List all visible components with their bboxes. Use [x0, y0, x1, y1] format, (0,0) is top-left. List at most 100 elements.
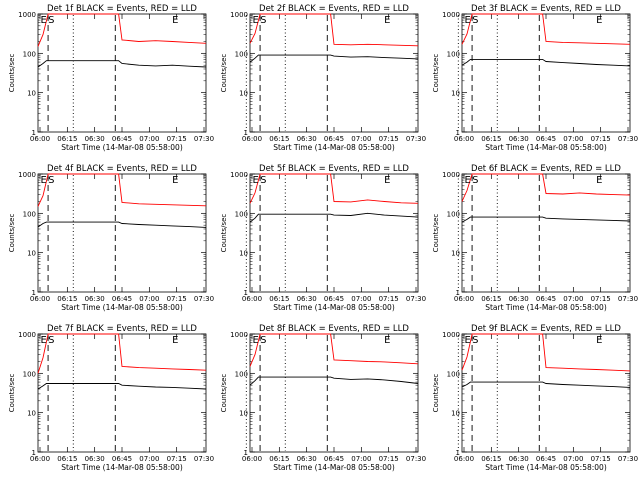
- series-line: [37, 333, 207, 374]
- marker-label: E: [465, 15, 471, 26]
- y-tick-label: 100: [447, 370, 460, 378]
- series-line: [37, 13, 207, 47]
- marker-label: E: [384, 15, 390, 26]
- marker-label: E: [596, 175, 602, 186]
- series-line: [461, 216, 631, 223]
- detector-panel: Det 4f BLACK = Events, RED = LLD11010010…: [8, 164, 247, 312]
- y-tick-label: 1000: [230, 171, 248, 179]
- y-tick-label: 10: [27, 250, 36, 258]
- x-tick-label: 07:15: [379, 295, 399, 303]
- y-axis-label: Counts/sec: [432, 374, 440, 413]
- y-tick-label: 1: [456, 449, 460, 457]
- y-axis-label: Counts/sec: [220, 374, 228, 413]
- x-tick-label: 06:00: [242, 455, 262, 463]
- y-tick-label: 1000: [18, 331, 36, 339]
- y-axis-label: Counts/sec: [220, 54, 228, 93]
- x-tick-label: 07:00: [351, 455, 371, 463]
- x-tick-label: 07:30: [618, 295, 638, 303]
- x-tick-label: 06:00: [30, 455, 50, 463]
- panel-title: Det 5f BLACK = Events, RED = LLD: [259, 164, 409, 174]
- x-tick-label: 07:00: [139, 295, 159, 303]
- marker-label: E: [596, 335, 602, 346]
- detector-panel: Det 8f BLACK = Events, RED = LLD11010010…: [220, 324, 459, 472]
- x-tick-label: 07:15: [591, 455, 611, 463]
- x-tick-label: 07:30: [406, 295, 426, 303]
- y-tick-label: 100: [447, 50, 460, 58]
- y-tick-label: 1000: [18, 11, 36, 19]
- x-tick-label: 07:15: [379, 455, 399, 463]
- x-tick-label: 07:30: [194, 135, 214, 143]
- series-line: [461, 381, 631, 388]
- marker-label: E: [465, 175, 471, 186]
- x-tick-label: 07:30: [194, 295, 214, 303]
- y-tick-label: 10: [451, 250, 460, 258]
- y-tick-label: 10: [27, 410, 36, 418]
- x-axis-label: Start Time (14-Mar-08 05:58:00): [61, 303, 183, 312]
- y-tick-label: 1: [244, 289, 248, 297]
- x-tick-label: 06:45: [112, 295, 132, 303]
- series-line: [37, 221, 207, 228]
- x-tick-label: 07:30: [618, 455, 638, 463]
- series-line: [249, 54, 419, 63]
- marker-label: E: [596, 15, 602, 26]
- marker-label: S: [260, 15, 266, 26]
- x-tick-label: 06:30: [509, 455, 529, 463]
- panel-title: Det 1f BLACK = Events, RED = LLD: [47, 4, 197, 14]
- x-axis-label: Start Time (14-Mar-08 05:58:00): [485, 463, 607, 472]
- x-tick-label: 06:30: [85, 135, 105, 143]
- y-tick-label: 10: [239, 250, 248, 258]
- y-tick-label: 1: [244, 449, 248, 457]
- series-line: [249, 13, 419, 47]
- y-tick-label: 1000: [442, 11, 460, 19]
- y-tick-label: 10: [239, 90, 248, 98]
- panel-title: Det 2f BLACK = Events, RED = LLD: [259, 4, 409, 14]
- x-tick-label: 06:15: [57, 455, 77, 463]
- marker-label: E: [465, 335, 471, 346]
- series-line: [461, 173, 631, 202]
- y-tick-label: 1000: [442, 171, 460, 179]
- panel-title: Det 7f BLACK = Events, RED = LLD: [47, 324, 197, 334]
- x-axis-label: Start Time (14-Mar-08 05:58:00): [273, 303, 395, 312]
- x-tick-label: 06:00: [454, 135, 474, 143]
- marker-label: S: [260, 335, 266, 346]
- plot-frame: [37, 173, 207, 293]
- marker-label: E: [253, 335, 259, 346]
- y-tick-label: 100: [23, 370, 36, 378]
- x-tick-label: 06:30: [85, 455, 105, 463]
- x-tick-label: 06:45: [324, 135, 344, 143]
- x-tick-label: 06:00: [242, 295, 262, 303]
- series-line: [37, 173, 207, 207]
- x-tick-label: 06:30: [509, 135, 529, 143]
- x-tick-label: 07:15: [167, 455, 187, 463]
- x-tick-label: 06:15: [269, 455, 289, 463]
- y-tick-label: 1000: [18, 171, 36, 179]
- x-tick-label: 06:15: [481, 455, 501, 463]
- marker-label: E: [41, 175, 47, 186]
- detector-panel: Det 2f BLACK = Events, RED = LLD 1 10 100 10…: [220, 4, 459, 152]
- panel-title: Det 6f BLACK = Events, RED = LLD: [471, 164, 621, 174]
- y-tick-label: 1: [456, 129, 460, 137]
- x-tick-label: 06:45: [324, 295, 344, 303]
- x-tick-label: 06:15: [57, 295, 77, 303]
- x-axis-label: Start Time (14-Mar-08 05:58:00): [273, 143, 395, 152]
- marker-label: S: [472, 175, 478, 186]
- y-tick-label: 100: [235, 50, 248, 58]
- marker-label: E: [384, 175, 390, 186]
- x-tick-label: 07:15: [167, 295, 187, 303]
- series-line: [461, 333, 631, 372]
- y-axis-label: Counts/sec: [432, 214, 440, 253]
- y-tick-label: 100: [23, 210, 36, 218]
- x-axis-label: Start Time (14-Mar-08 05:58:00): [485, 143, 607, 152]
- plot-frame: [249, 13, 419, 133]
- x-tick-label: 07:00: [351, 295, 371, 303]
- plot-frame: [461, 13, 631, 133]
- x-tick-label: 07:15: [167, 135, 187, 143]
- x-tick-label: 06:45: [324, 455, 344, 463]
- detector-panel: Det 3f BLACK = Events, RED = LLD 1 10 100 10…: [432, 4, 638, 152]
- x-tick-label: 07:00: [139, 135, 159, 143]
- x-tick-label: 06:30: [509, 295, 529, 303]
- marker-label: E: [41, 335, 47, 346]
- x-tick-label: 07:30: [194, 455, 214, 463]
- y-tick-label: 100: [235, 370, 248, 378]
